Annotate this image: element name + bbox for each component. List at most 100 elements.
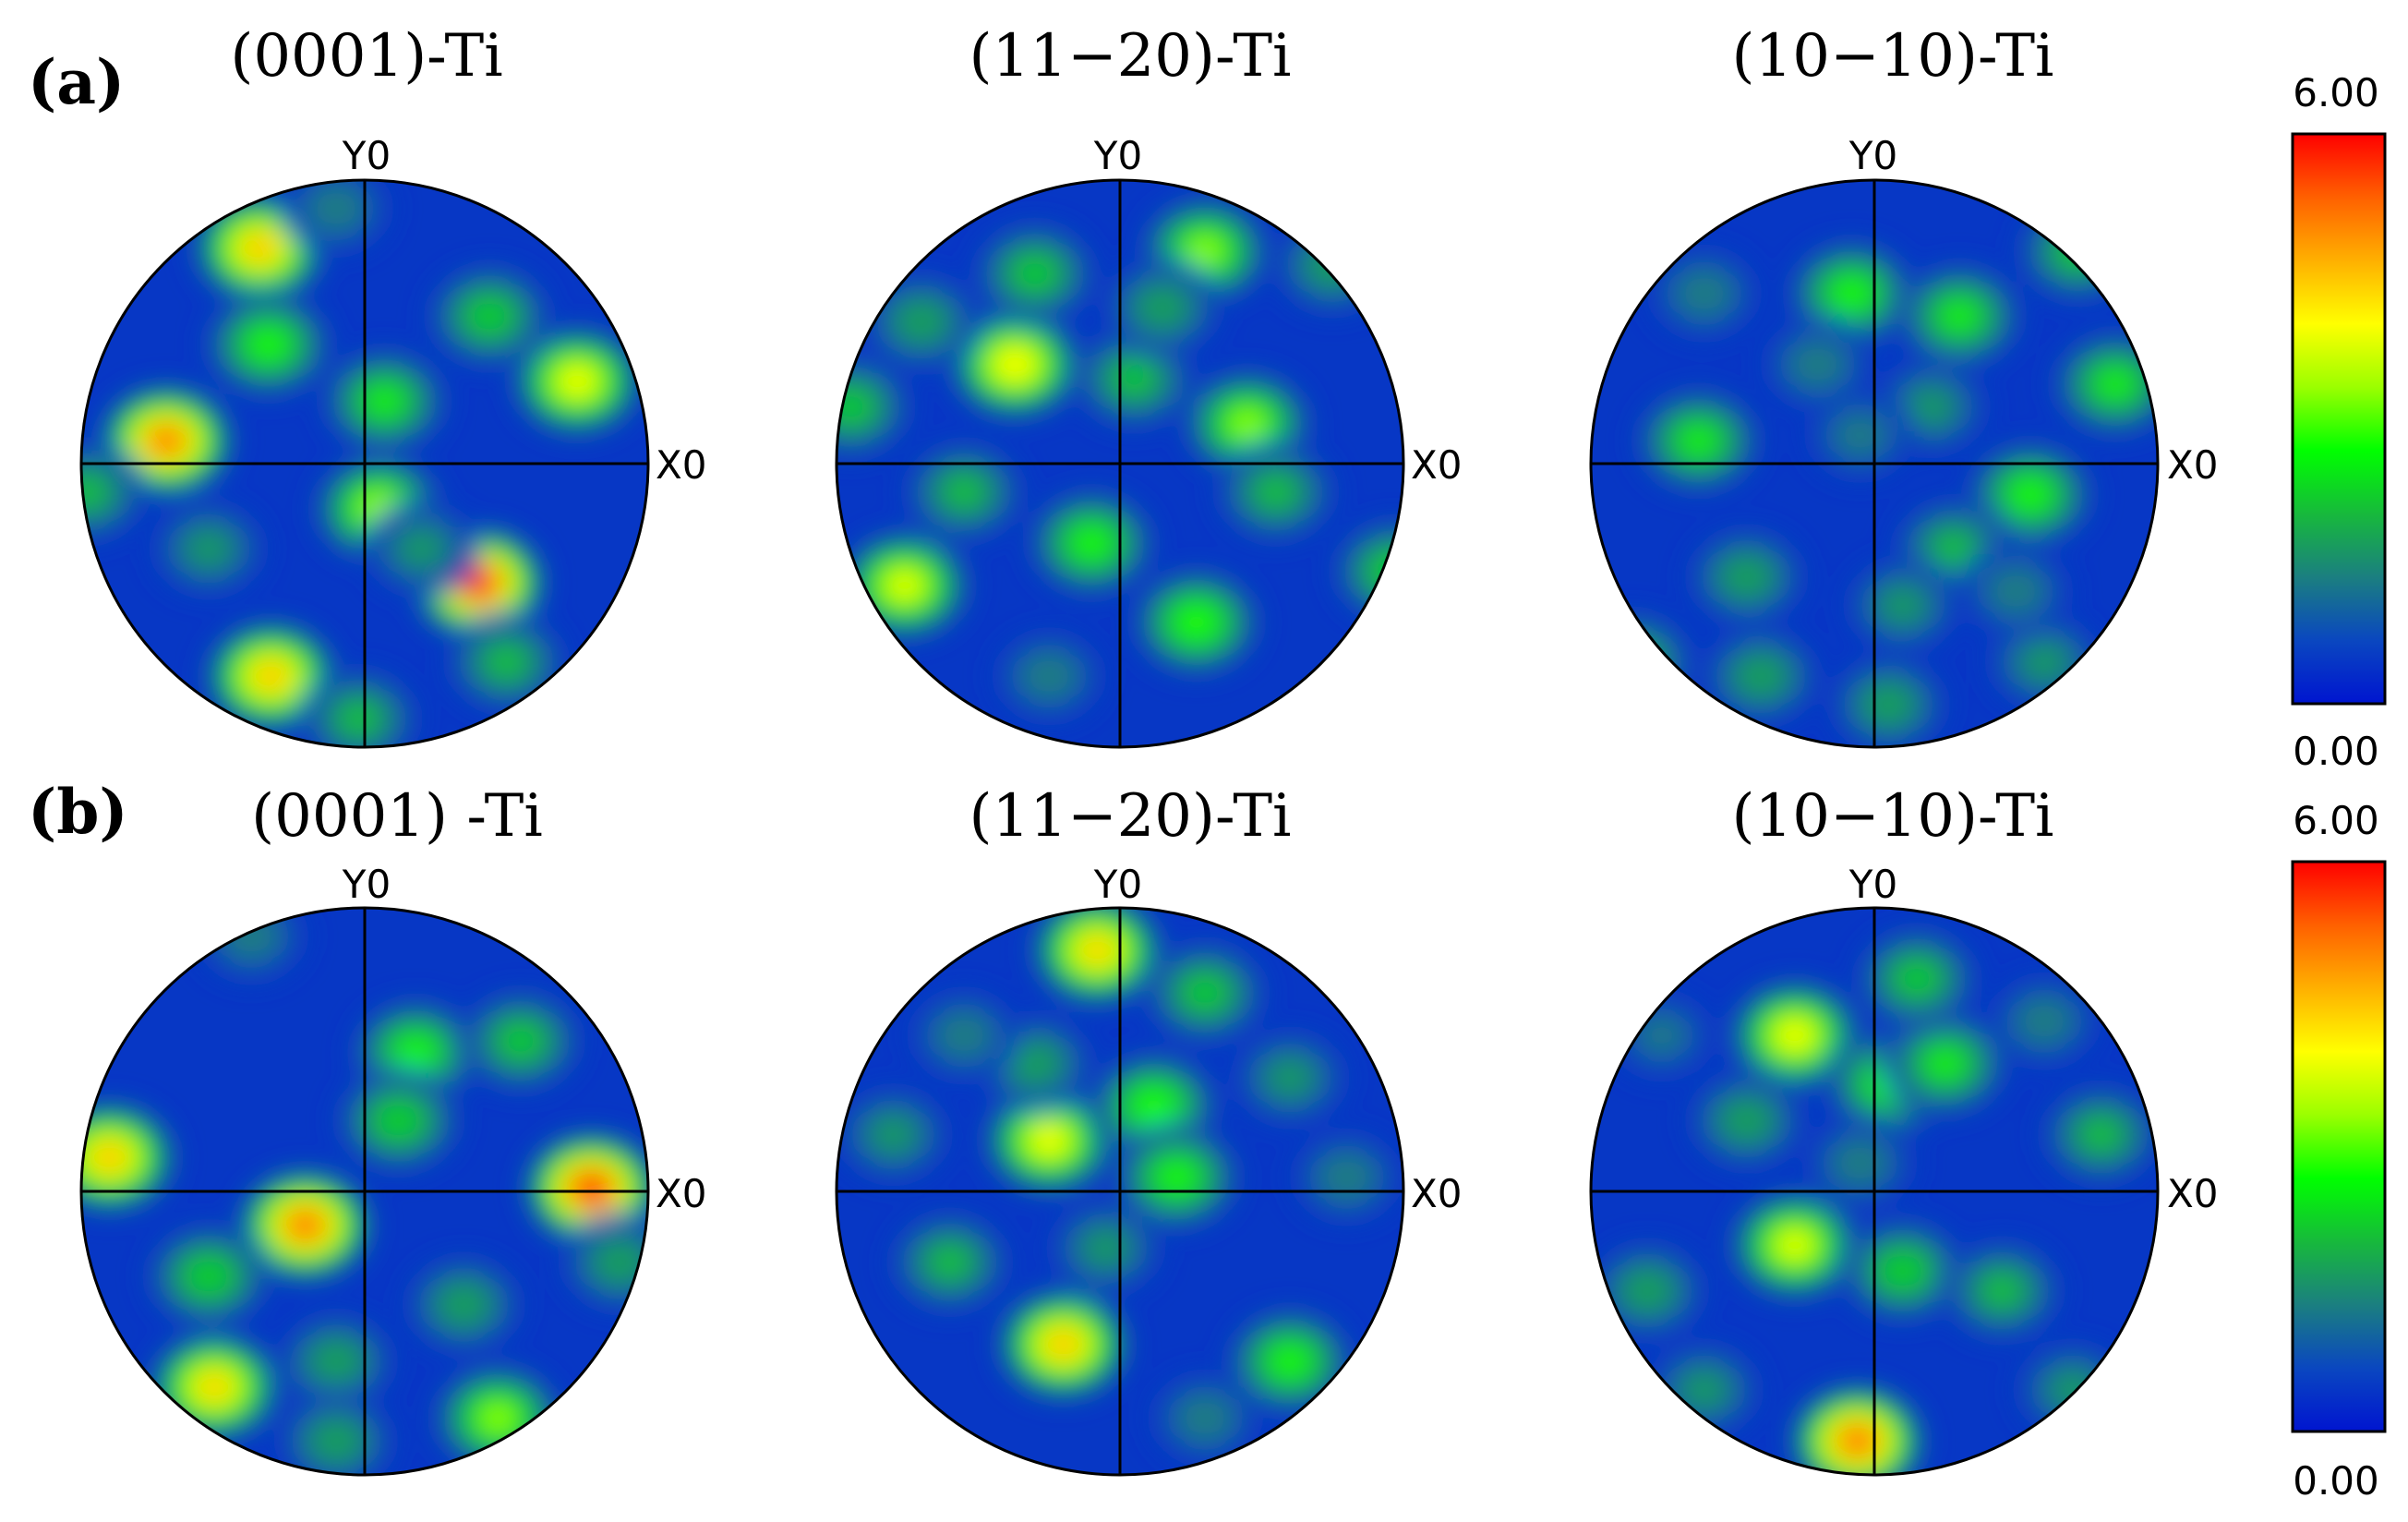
- pole-figure-disk: [79, 906, 650, 1477]
- pole-figure-disk: [1589, 906, 2160, 1477]
- pole-peak: [150, 499, 268, 598]
- pole-contour: [1624, 1272, 1670, 1310]
- pole-figure-a-11-20: (11−20)-Ti Y0 X0: [835, 22, 1463, 749]
- pole-peak: [235, 1167, 375, 1284]
- pole-peak: [1881, 1009, 2010, 1117]
- pole-peak: [145, 1223, 272, 1330]
- x-axis-label: X0: [1411, 442, 1463, 488]
- pole-contour: [939, 1014, 990, 1057]
- pole-peak: [432, 1362, 564, 1474]
- pole-peak: [1131, 567, 1262, 678]
- pole-contour: [2047, 224, 2110, 277]
- x-axis-label: X0: [2167, 442, 2219, 488]
- pole-peak: [1272, 214, 1393, 316]
- pole-peaks: [1591, 199, 2158, 747]
- pole-peak: [1940, 1238, 2064, 1343]
- pole-contour: [1047, 1331, 1079, 1359]
- pole-contour: [575, 1175, 608, 1202]
- colorbar-b: 6.00 0.00: [2291, 798, 2387, 1504]
- pole-contour: [93, 1143, 126, 1171]
- pole-contour: [345, 707, 373, 731]
- pole-figure-disk: [1589, 178, 2160, 749]
- pole-peak: [992, 628, 1106, 724]
- pole-peak: [510, 325, 645, 438]
- pole-contour: [898, 303, 945, 341]
- pole-figure-title: (11−20)-Ti: [969, 22, 1292, 91]
- pole-contour: [1032, 1126, 1066, 1154]
- x-axis-label: X0: [2167, 1171, 2219, 1216]
- pole-peak: [1686, 526, 1808, 628]
- y-axis-label: Y0: [1093, 133, 1142, 178]
- pole-contour: [1778, 1021, 1812, 1050]
- pole-peak: [2016, 199, 2141, 304]
- pole-contour: [1835, 1142, 1885, 1184]
- pole-contour: [1372, 552, 1403, 591]
- pole-peak: [1686, 1069, 1808, 1171]
- pole-peak: [837, 529, 972, 642]
- pole-peak: [297, 667, 421, 747]
- pole-contour: [440, 1286, 487, 1324]
- pole-peak: [1803, 1115, 1918, 1211]
- pole-contour: [81, 480, 101, 504]
- pole-peak: [276, 1390, 397, 1475]
- pole-contour: [191, 534, 226, 563]
- pole-peak: [2051, 330, 2158, 439]
- pole-figure-disk: [835, 178, 1405, 749]
- pole-contour: [255, 662, 288, 690]
- pole-contour: [1724, 1101, 1770, 1140]
- pole-peaks: [837, 908, 1403, 1467]
- pole-peak: [1701, 625, 1822, 727]
- pole-peak: [1102, 257, 1223, 358]
- x-axis-label: X0: [1411, 1171, 1463, 1216]
- pole-peak: [1728, 1189, 1862, 1302]
- pole-contour: [1272, 1347, 1308, 1377]
- pole-peak: [1112, 1123, 1242, 1232]
- pole-contour: [1738, 657, 1784, 695]
- colorbar-min-label: 0.00: [2293, 729, 2379, 774]
- pole-contour: [1321, 1156, 1372, 1199]
- colorbar-max-label: 6.00: [2293, 798, 2379, 843]
- pole-peak: [445, 610, 568, 714]
- pole-peak: [458, 988, 584, 1093]
- pole-peak: [994, 1287, 1132, 1402]
- pole-contour: [1991, 570, 2041, 612]
- pole-peak: [907, 987, 1021, 1083]
- pole-contour: [2059, 235, 2098, 267]
- pole-peak: [560, 1212, 648, 1313]
- pole-contour: [1139, 288, 1186, 327]
- colorbar-a: 6.00 0.00: [2291, 70, 2387, 774]
- row-a: (a) (0001)-Ti Y0 X0 (11−20)-Ti Y0 X0 (10…: [28, 22, 2387, 774]
- pole-peak: [194, 908, 308, 984]
- pole-figure-outline: [835, 906, 1405, 1477]
- pole-contour: [1940, 537, 1968, 561]
- pole-peak: [1788, 1383, 1927, 1475]
- pole-peak: [1647, 246, 1762, 342]
- pole-peak: [1142, 940, 1268, 1045]
- pole-figure-outline: [79, 906, 650, 1477]
- pole-contour: [2087, 1123, 2115, 1146]
- pole-contour: [2101, 372, 2129, 396]
- pole-contour: [1604, 637, 1663, 687]
- y-axis-label: Y0: [1848, 133, 1897, 178]
- pole-contour: [1865, 685, 1911, 724]
- pole-contour: [226, 915, 277, 958]
- pole-peak: [426, 263, 553, 369]
- pole-contour: [1880, 1251, 1926, 1290]
- pole-figure-outline: [79, 178, 650, 749]
- pole-peaks: [81, 180, 645, 747]
- pole-figure-a-10-10: (10−10)-Ti Y0 X0: [1589, 22, 2219, 749]
- pole-peak: [1027, 489, 1157, 598]
- pole-peak: [335, 1067, 463, 1174]
- pole-contour: [370, 390, 399, 413]
- pole-figure-outline: [1589, 178, 2160, 749]
- pole-figure-title: (0001)-Ti: [230, 22, 502, 91]
- pole-contour: [1016, 258, 1054, 290]
- pole-contour: [1834, 278, 1870, 308]
- pole-contour: [404, 534, 439, 563]
- colorbar-min-label: 0.00: [2293, 1458, 2379, 1504]
- pole-contour: [244, 235, 276, 262]
- pole-figure-title: (10−10)-Ti: [1732, 782, 2054, 851]
- pole-contour: [1591, 622, 1681, 703]
- pole-peak: [861, 271, 982, 373]
- pole-peak: [1634, 387, 1763, 495]
